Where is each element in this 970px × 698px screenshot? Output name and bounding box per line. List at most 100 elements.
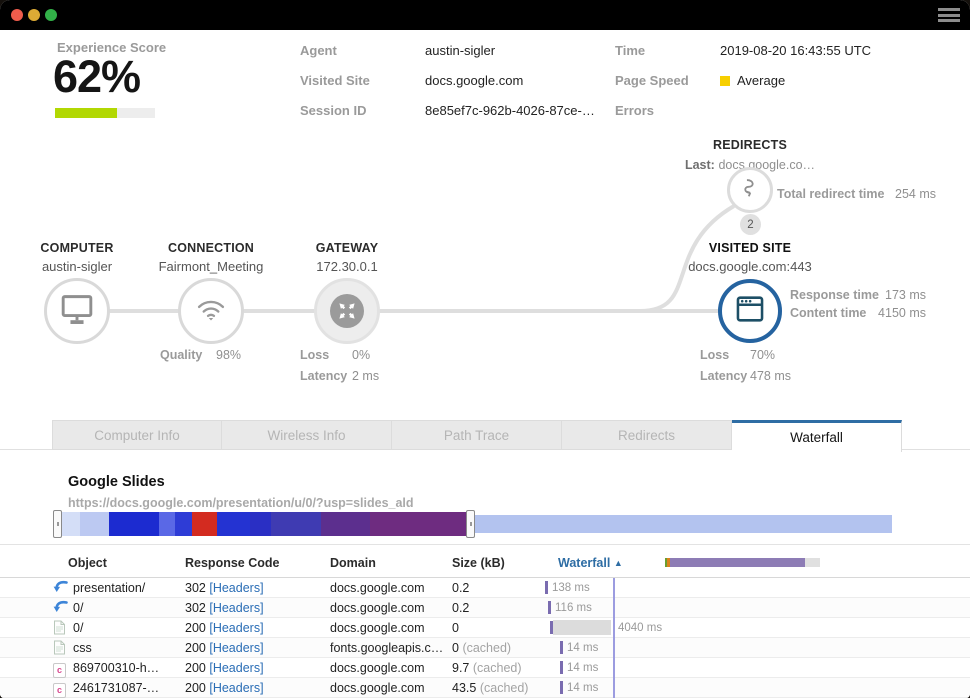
row-response-code: 302 [Headers]	[185, 581, 264, 595]
request-start-tick	[560, 661, 563, 674]
minibar-segment	[667, 558, 670, 567]
headers-link[interactable]: [Headers]	[209, 681, 264, 695]
column-domain[interactable]: Domain	[330, 556, 376, 570]
headers-link[interactable]: [Headers]	[209, 641, 264, 655]
total-redirect-time-stat: Total redirect time 254 ms	[777, 187, 936, 201]
tab-waterfall[interactable]: Waterfall	[732, 420, 902, 452]
gateway-node[interactable]	[314, 278, 380, 344]
row-size: 0	[452, 621, 459, 635]
redirects-title: REDIRECTS	[712, 138, 788, 152]
redirect-arrow-icon	[741, 177, 759, 204]
headers-link[interactable]: [Headers]	[209, 601, 264, 615]
row-domain: fonts.googleapis.c…	[330, 641, 444, 655]
gateway-title: GATEWAY	[315, 241, 379, 255]
visited-site-title: VISITED SITE	[708, 241, 792, 255]
window-minimize-button[interactable]	[28, 9, 40, 21]
request-time-label: 14 ms	[567, 681, 599, 694]
table-row[interactable]: 0/ 302 [Headers] docs.google.com 0.2 116…	[0, 598, 970, 618]
headers-link[interactable]: [Headers]	[209, 661, 264, 675]
row-response-code: 200 [Headers]	[185, 641, 264, 655]
window-close-button[interactable]	[11, 9, 23, 21]
redirects-node[interactable]	[727, 167, 773, 213]
time-label: Time	[615, 43, 646, 58]
visited-site-node[interactable]	[718, 279, 782, 343]
visited-loss-stat: Loss 70%	[700, 348, 776, 362]
waterfall-cell: 116 ms	[540, 598, 970, 617]
visited-site-subtitle: docs.google.com:443	[688, 259, 812, 274]
table-row[interactable]: css 200 [Headers] fonts.googleapis.c… 0 …	[0, 638, 970, 658]
row-response-code: 302 [Headers]	[185, 601, 264, 615]
row-size: 0 (cached)	[452, 641, 512, 655]
column-waterfall-sorted[interactable]: Waterfall ▲	[558, 556, 623, 570]
tab-wireless-info[interactable]: Wireless Info	[222, 420, 392, 450]
hamburger-menu-icon[interactable]	[938, 8, 960, 23]
strip-segment	[79, 512, 109, 536]
content-time-stat: Content time 4150 ms	[790, 306, 926, 320]
waterfall-table-body: presentation/ 302 [Headers] docs.google.…	[0, 578, 970, 698]
panel-divider	[0, 544, 970, 545]
row-object: 0/	[73, 601, 84, 615]
row-response-code: 200 [Headers]	[185, 621, 264, 635]
table-row[interactable]: c 2461731087-… 200 [Headers] docs.google…	[0, 678, 970, 698]
experience-score-fill	[55, 108, 117, 118]
headers-link[interactable]: [Headers]	[209, 621, 264, 635]
strip-right-handle[interactable]	[466, 510, 475, 538]
waterfall-timeline-strip[interactable]	[53, 510, 892, 538]
column-size[interactable]: Size (kB)	[452, 556, 505, 570]
window-zoom-button[interactable]	[45, 9, 57, 21]
waterfall-strip-unselected-region	[470, 515, 892, 533]
column-object[interactable]: Object	[68, 556, 107, 570]
table-row[interactable]: presentation/ 302 [Headers] docs.google.…	[0, 578, 970, 598]
row-response-code: 200 [Headers]	[185, 661, 264, 675]
strip-segment	[250, 512, 271, 536]
column-response-code[interactable]: Response Code	[185, 556, 280, 570]
connection-quality-stat: Quality 98%	[160, 348, 242, 362]
window-titlebar	[0, 0, 970, 30]
document-icon	[53, 620, 68, 635]
tab-path-trace[interactable]: Path Trace	[392, 420, 562, 450]
row-domain: docs.google.com	[330, 661, 425, 675]
time-value: 2019-08-20 16:43:55 UTC	[720, 43, 872, 58]
waterfall-cell: 14 ms	[540, 638, 970, 657]
row-domain: docs.google.com	[330, 581, 425, 595]
strip-segment	[158, 512, 176, 536]
waterfall-cell: 4040 ms	[540, 618, 970, 637]
tab-computer-info[interactable]: Computer Info	[52, 420, 222, 450]
redirect-count-badge: 2	[740, 214, 761, 235]
strip-segment	[191, 512, 217, 536]
redirect-icon	[53, 580, 68, 595]
request-time-label: 14 ms	[567, 661, 599, 674]
row-domain: docs.google.com	[330, 601, 425, 615]
tab-redirects[interactable]: Redirects	[562, 420, 732, 450]
connection-subtitle: Fairmont_Meeting	[158, 259, 264, 274]
row-object: presentation/	[73, 581, 146, 595]
page-speed-value: Average	[737, 73, 786, 88]
table-row[interactable]: 0/ 200 [Headers] docs.google.com 0 4040 …	[0, 618, 970, 638]
page-title: Google Slides	[68, 474, 165, 490]
table-header: Object Response Code Domain Size (kB) Wa…	[0, 548, 970, 578]
connection-node[interactable]	[178, 278, 244, 344]
row-object: css	[73, 641, 92, 655]
row-object: 869700310-h…	[73, 661, 160, 675]
page-speed-label: Page Speed	[615, 73, 689, 88]
experience-score-label: Experience Score	[57, 40, 167, 55]
page-url: https://docs.google.com/presentation/u/0…	[68, 496, 414, 510]
table-row[interactable]: c 869700310-h… 200 [Headers] docs.google…	[0, 658, 970, 678]
headers-link[interactable]: [Headers]	[209, 581, 264, 595]
waterfall-cell: 138 ms	[540, 578, 970, 597]
sort-ascending-icon: ▲	[613, 558, 623, 568]
visited-site-label: Visited Site	[300, 73, 370, 88]
computer-node[interactable]	[44, 278, 110, 344]
row-domain: docs.google.com	[330, 621, 425, 635]
request-time-label: 116 ms	[555, 601, 592, 614]
request-start-tick	[560, 681, 563, 694]
minibar-segment	[805, 558, 820, 567]
strip-left-handle[interactable]	[53, 510, 62, 538]
connection-title: CONNECTION	[167, 241, 255, 255]
row-size: 0.2	[452, 601, 470, 615]
computer-title: COMPUTER	[40, 241, 114, 255]
waterfall-strip-selected-region	[55, 512, 470, 536]
browser-window-icon	[733, 293, 767, 330]
row-domain: docs.google.com	[330, 681, 425, 695]
